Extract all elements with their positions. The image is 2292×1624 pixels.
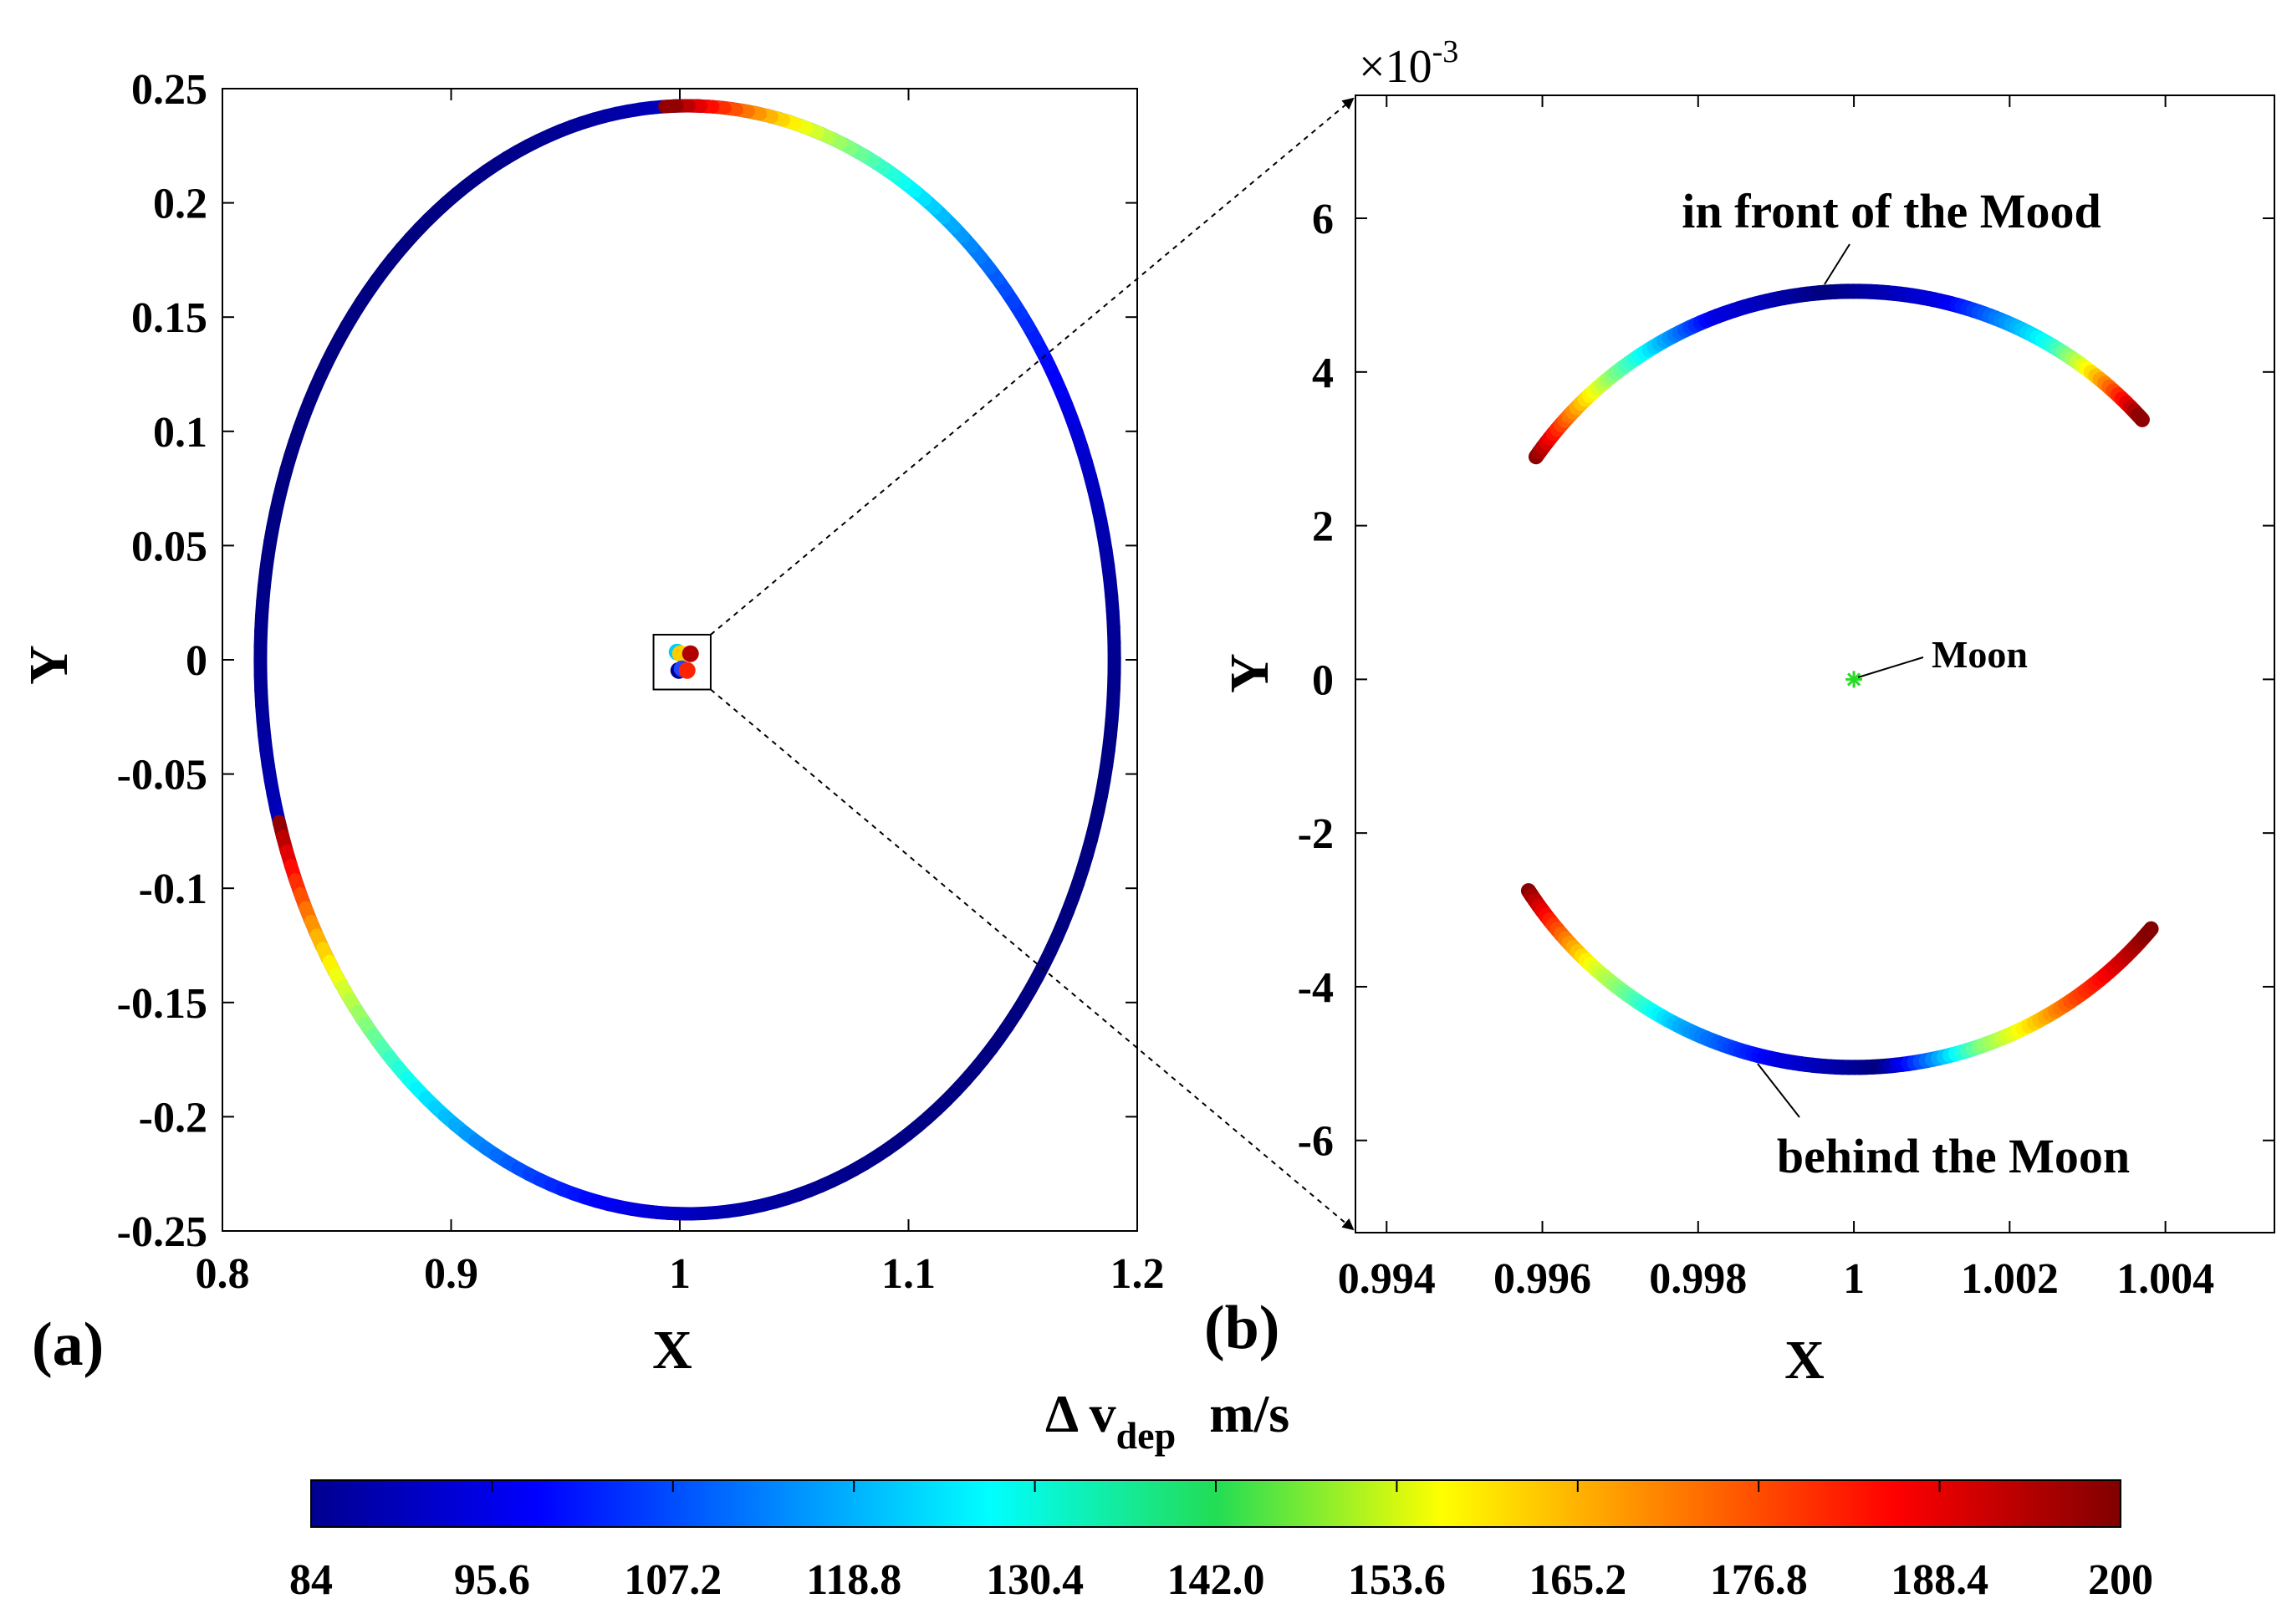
panel-a-ytick-label: 0.05 <box>131 523 207 570</box>
moon-marker <box>1845 671 1863 688</box>
panel-a-xtick-label: 1 <box>669 1250 691 1298</box>
panel-b-y-exponent: ×10-3 <box>1359 34 1458 93</box>
connector-top <box>710 97 1355 636</box>
panel-b-ytick-label: -6 <box>1298 1118 1334 1166</box>
colorbar-title: Δ vdep m/s <box>1045 1384 1289 1457</box>
panel-b-label: (b) <box>1204 1294 1279 1362</box>
leader-moon <box>1857 656 1924 678</box>
colorbar-tick-label: 84 <box>289 1556 333 1604</box>
arc-in-front-segment <box>2131 407 2150 427</box>
panel-b-annotations: in front of the Mood Moon behind the Moo… <box>1682 184 2130 1183</box>
panel-a-ticks: 0.8 0.9 1 1.1 1.2 0.25 0.2 0.15 0.1 0.05 0 -0.05 -0.… <box>117 66 1165 1298</box>
colorbar-tick-label: 118.8 <box>806 1556 901 1604</box>
panel-a-label: (a) <box>32 1310 104 1379</box>
zoom-connectors <box>710 97 1355 1231</box>
orbit-segment-1 <box>658 99 684 114</box>
arc-behind-segment <box>2139 921 2159 942</box>
panel-a-ytick-label: -0.15 <box>117 980 207 1028</box>
panel-b-xtick-label: 0.994 <box>1338 1255 1436 1303</box>
panel-a-orbit <box>253 99 1121 1221</box>
panel-b-arcs <box>1520 243 2159 1118</box>
panel-a-xtick-label: 0.9 <box>424 1250 478 1298</box>
annotation-moon: Moon <box>1932 633 2028 676</box>
colorbar-tick-label: 107.2 <box>624 1556 722 1604</box>
panel-b-ytick-label: 4 <box>1312 350 1334 397</box>
panel-b-ytick-label: 2 <box>1312 503 1334 551</box>
panel-b-ytick-label: 0 <box>1312 656 1334 704</box>
panel-a-xtick-label: 1.2 <box>1110 1250 1165 1298</box>
annotation-behind: behind the Moon <box>1777 1129 2130 1183</box>
colorbar-tick-label: 153.6 <box>1348 1556 1446 1604</box>
panel-a-ytick-label: 0.25 <box>131 66 207 114</box>
annotation-in-front: in front of the Mood <box>1682 184 2101 238</box>
colorbar-tick-label: 142.0 <box>1167 1556 1265 1604</box>
panel-b-xtick-label: 0.996 <box>1493 1255 1591 1303</box>
panel-a-ytick-label: -0.1 <box>139 866 207 913</box>
panel-b-ytick-label: 6 <box>1312 196 1334 243</box>
panel-a: 0.8 0.9 1 1.1 1.2 0.25 0.2 0.15 0.1 0.05 0 -0.05 -0.… <box>18 66 1165 1381</box>
panel-b-ytick-label: -4 <box>1298 964 1334 1012</box>
panel-b-xtick-label: 1.002 <box>1961 1255 2059 1303</box>
colorbar-tick-label: 95.6 <box>454 1556 530 1604</box>
panel-a-xlabel: X <box>652 1320 692 1381</box>
panel-a-ytick-label: 0.1 <box>153 409 207 457</box>
leader-in-front <box>1824 243 1850 285</box>
panel-a-ytick-label: -0.2 <box>139 1094 207 1141</box>
colorbar-tick-label: 130.4 <box>986 1556 1084 1604</box>
colorbar-tick-label: 165.2 <box>1529 1556 1626 1604</box>
colorbar-tick-label: 200 <box>2088 1556 2153 1604</box>
zoom-marker <box>681 645 699 662</box>
panel-a-ytick-label: 0 <box>186 637 207 685</box>
panel-b-xtick-label: 1.004 <box>2116 1255 2214 1303</box>
colorbar-ticks: 84 95.6 107.2 118.8 130.4 142.0 153.6 165.2 176.… <box>289 1480 2153 1604</box>
panel-b-xtick-label: 0.998 <box>1649 1255 1747 1303</box>
colorbar-tick-label: 176.8 <box>1710 1556 1808 1604</box>
panel-a-ytick-label: 0.15 <box>131 294 207 342</box>
leader-behind <box>1757 1063 1800 1118</box>
panel-a-zoom-box <box>652 633 712 691</box>
panel-b-ticks: 0.994 0.996 0.998 1 1.002 1.004 6 4 2 0 -2 -4 -6 <box>1298 95 2274 1303</box>
panel-a-xtick-label: 0.8 <box>196 1250 250 1298</box>
panel-a-ytick-label: -0.05 <box>117 752 207 799</box>
zoom-box <box>652 633 712 691</box>
panel-b-xlabel: X <box>1784 1330 1825 1391</box>
panel-a-xtick-label: 1.1 <box>881 1250 936 1298</box>
panel-a-ytick-label: 0.2 <box>153 181 207 228</box>
colorbar: Δ vdep m/s 84 95.6 107.2 118.8 130.4 142.0 153.… <box>289 1384 2153 1604</box>
panel-b-ylabel: Y <box>1219 653 1280 693</box>
panel-a-ylabel: Y <box>18 645 79 685</box>
panel-b-frame <box>1355 94 2275 1233</box>
moon-marker-stroke <box>1847 672 1861 687</box>
panel-b-xtick-label: 1 <box>1843 1255 1865 1303</box>
zoom-marker <box>678 661 696 679</box>
panel-b-ytick-label: -2 <box>1298 810 1334 858</box>
panel-a-ytick-label: -0.25 <box>117 1208 207 1256</box>
colorbar-tick-label: 188.4 <box>1891 1556 1988 1604</box>
panel-b: 0.994 0.996 0.998 1 1.002 1.004 6 4 2 0 -2 -4 -6 in … <box>1204 34 2275 1391</box>
